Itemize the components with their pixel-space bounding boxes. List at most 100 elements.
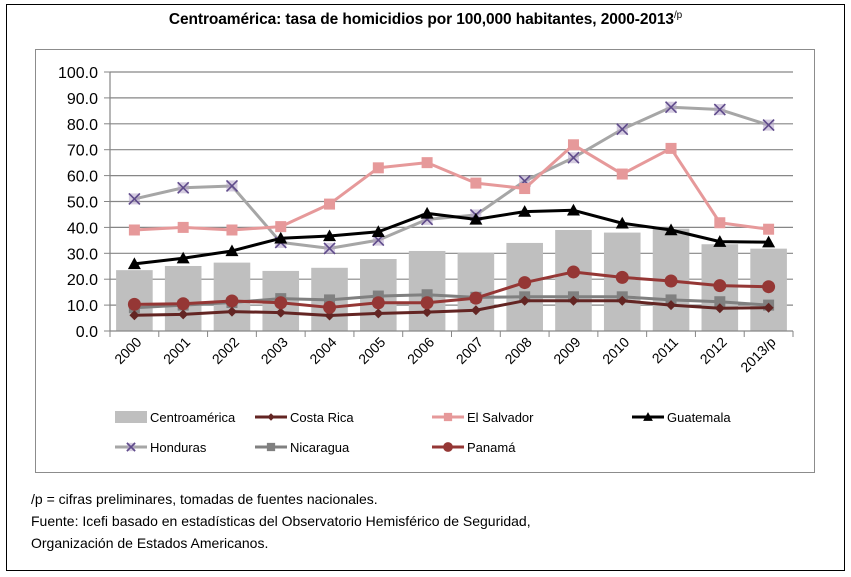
point-el-salvador-2008 — [519, 183, 531, 195]
legend-label: Honduras — [150, 440, 207, 455]
series-lines — [127, 101, 776, 321]
point-guatemala-2010 — [615, 216, 629, 229]
point-el-salvador-2003 — [275, 221, 287, 233]
x-axis-ticks: 2000 2001 2002 2003 2004 2005 2006 2007 2008 2009… — [109, 331, 794, 375]
point-guatemala-2004 — [323, 229, 337, 242]
marker-x-stroke — [616, 123, 629, 136]
legend-label: Nicaragua — [290, 440, 350, 455]
point-costa-rica-2000 — [129, 310, 140, 321]
point-nicaragua-2005 — [372, 290, 384, 302]
point-panam--2007 — [469, 291, 483, 305]
y-tick-label: 10.0 — [67, 298, 98, 315]
point-costa-rica-2010 — [617, 295, 628, 306]
note-source-org: Organización de Estados Americanos. — [31, 535, 269, 551]
point-nicaragua-2012 — [714, 296, 726, 308]
marker-x-stroke — [567, 151, 580, 164]
x-tick-label: 2000 — [111, 334, 144, 367]
bars-centroamerica — [116, 228, 787, 331]
x-tick-label: 2001 — [160, 334, 193, 367]
legend-label: Costa Rica — [290, 410, 354, 425]
legend-label: Panamá — [467, 440, 516, 455]
legend-label: Guatemala — [667, 410, 731, 425]
y-tick-label: 30.0 — [67, 246, 98, 263]
point-nicaragua-2006 — [421, 289, 433, 301]
point-guatemala-2011 — [664, 223, 678, 236]
y-tick-label: 0.0 — [76, 324, 98, 341]
point-panam--2001 — [176, 297, 190, 311]
legend-item-costa-rica: Costa Rica — [255, 410, 354, 425]
x-tick-label: 2003 — [258, 334, 291, 367]
point-panam--2010 — [615, 270, 629, 284]
point-panam--2013/p — [762, 280, 776, 294]
x-tick-label: 2012 — [697, 334, 730, 367]
x-tick-label: 2008 — [501, 334, 534, 367]
legend-item-nicaragua: Nicaragua — [255, 440, 350, 455]
marker-x-stroke — [225, 179, 239, 193]
x-tick-label: 2005 — [355, 334, 388, 367]
legend-item-el-salvador: El Salvador — [432, 410, 534, 425]
bar-2009 — [555, 229, 592, 331]
legend: Centroamérica Costa Rica El Salvador Guatem… — [115, 410, 731, 455]
point-costa-rica-2008 — [519, 295, 530, 306]
point-guatemala-2005 — [371, 225, 385, 238]
y-tick-label: 100.0 — [58, 65, 98, 82]
chart-area-frame — [35, 49, 815, 473]
series-panam- — [127, 265, 776, 314]
point-guatemala-2002 — [225, 244, 239, 257]
point-costa-rica-2007 — [470, 305, 481, 316]
figure-border — [6, 4, 845, 571]
point-honduras-2011 — [664, 101, 678, 114]
marker-x-stroke — [323, 242, 336, 255]
point-honduras-2012 — [713, 103, 726, 116]
point-honduras-2001 — [177, 181, 190, 194]
x-tick-label: 2010 — [599, 334, 632, 367]
point-honduras-2002 — [225, 179, 239, 193]
y-tick-label: 20.0 — [67, 272, 98, 289]
legend-marker — [126, 442, 136, 452]
point-nicaragua-2011 — [665, 294, 677, 306]
y-tick-label: 40.0 — [67, 220, 98, 237]
legend-item-honduras: Honduras — [115, 440, 207, 455]
point-costa-rica-2011 — [666, 300, 677, 311]
legend-marker — [266, 442, 276, 452]
chart-title-text: Centroamérica: tasa de homicidios por 10… — [168, 11, 674, 29]
point-el-salvador-2004 — [324, 198, 336, 210]
series-costa-rica — [129, 295, 774, 321]
marker-x-stroke — [177, 181, 190, 194]
marker-x-stroke — [128, 192, 141, 205]
point-costa-rica-2006 — [422, 307, 433, 318]
legend-marker — [267, 413, 275, 421]
point-el-salvador-2012 — [714, 217, 726, 229]
line-guatemala — [134, 208, 769, 266]
point-costa-rica-2003 — [275, 307, 286, 318]
point-panam--2002 — [225, 294, 239, 308]
line-costa-rica — [134, 299, 769, 317]
point-el-salvador-2006 — [421, 157, 433, 169]
legend-label: El Salvador — [467, 410, 534, 425]
legend-label: Centroamérica — [150, 410, 236, 425]
x-tick-label: 2011 — [649, 334, 682, 367]
x-tick-label: 2009 — [550, 334, 583, 367]
point-guatemala-2008 — [518, 205, 532, 217]
point-honduras-2010 — [616, 123, 629, 136]
legend-item-panam-: Panamá — [432, 440, 516, 455]
point-guatemala-2000 — [127, 257, 141, 270]
point-guatemala-2009 — [566, 203, 580, 216]
marker-x-stroke — [762, 119, 775, 132]
point-guatemala-2001 — [176, 251, 190, 264]
point-panam--2008 — [518, 276, 532, 290]
point-honduras-2013/p — [762, 119, 775, 132]
y-tick-label: 70.0 — [67, 143, 98, 160]
point-guatemala-2003 — [274, 231, 288, 244]
marker-x-stroke — [126, 442, 136, 452]
point-panam--2000 — [127, 297, 141, 311]
x-tick-label: 2004 — [306, 334, 339, 367]
x-tick-label: 2006 — [404, 334, 437, 367]
y-tick-label: 50.0 — [67, 195, 98, 212]
series-el-salvador — [128, 139, 775, 236]
legend-marker — [443, 442, 453, 452]
x-tick-label: 2007 — [453, 334, 486, 367]
line-el-salvador — [134, 143, 769, 232]
legend-item-centroam-rica: Centroamérica — [115, 410, 236, 425]
